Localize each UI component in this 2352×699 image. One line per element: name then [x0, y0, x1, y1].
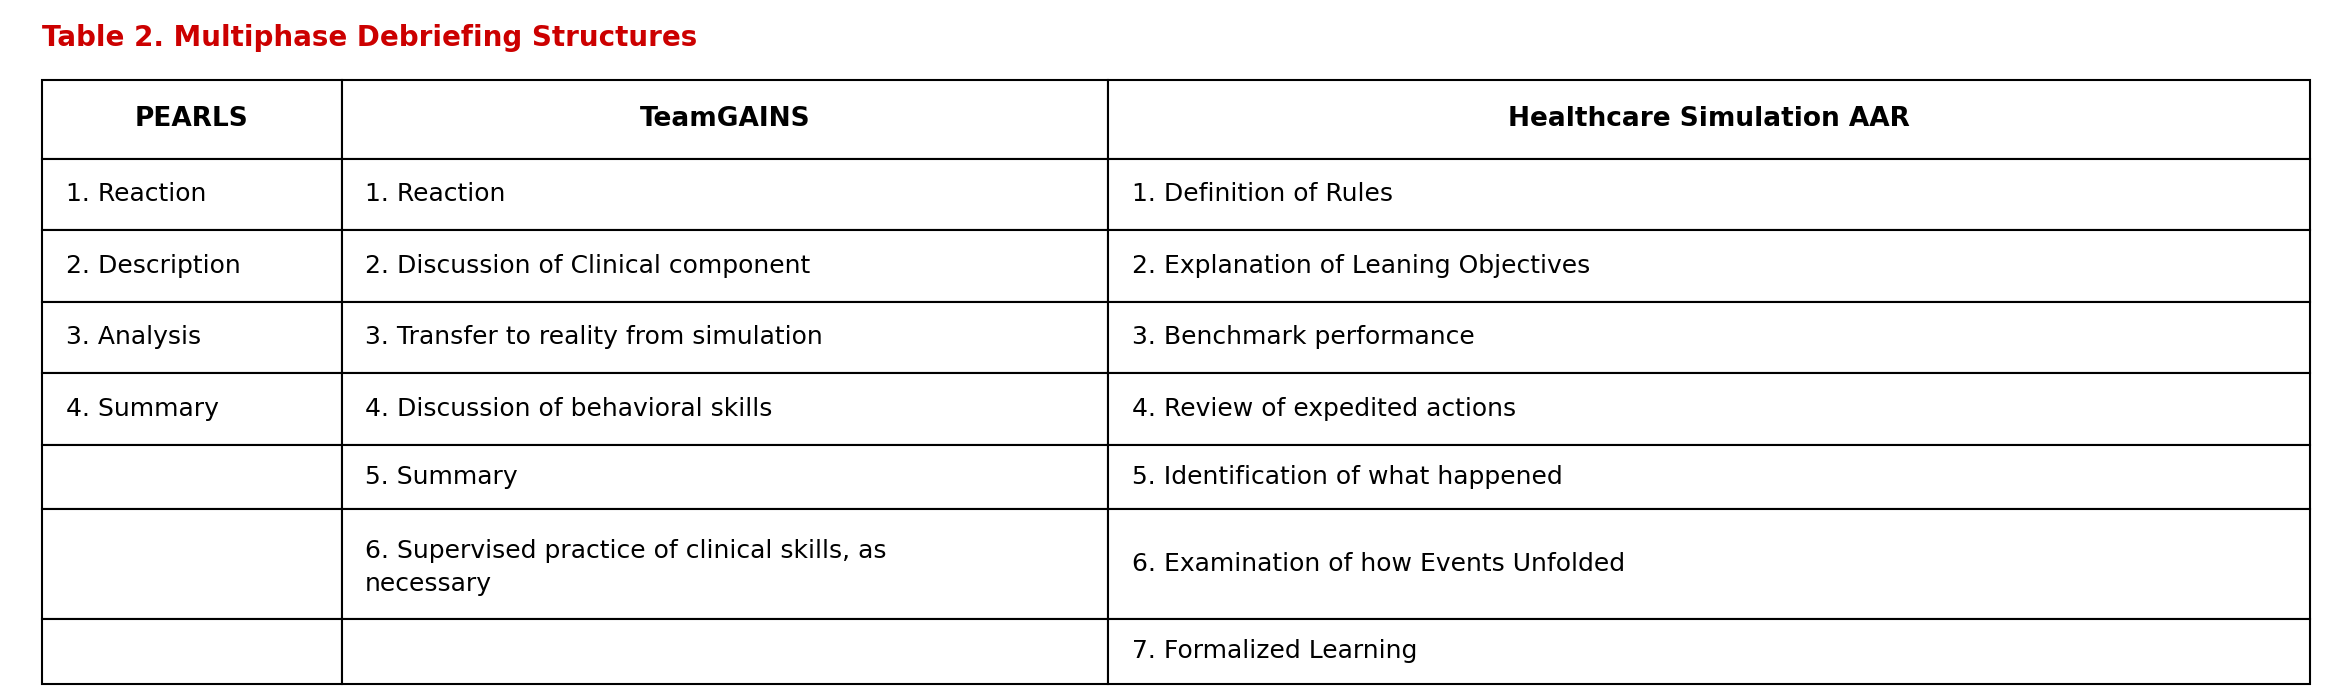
Text: 4. Discussion of behavioral skills: 4. Discussion of behavioral skills — [365, 397, 771, 421]
Text: 1. Reaction: 1. Reaction — [66, 182, 207, 206]
Text: 1. Definition of Rules: 1. Definition of Rules — [1131, 182, 1392, 206]
Text: 4. Summary: 4. Summary — [66, 397, 219, 421]
Text: 3. Analysis: 3. Analysis — [66, 325, 200, 350]
Text: 4. Review of expedited actions: 4. Review of expedited actions — [1131, 397, 1515, 421]
Text: 6. Examination of how Events Unfolded: 6. Examination of how Events Unfolded — [1131, 552, 1625, 576]
Text: 2. Discussion of Clinical component: 2. Discussion of Clinical component — [365, 254, 811, 278]
Text: 2. Explanation of Leaning Objectives: 2. Explanation of Leaning Objectives — [1131, 254, 1590, 278]
Text: 6. Supervised practice of clinical skills, as: 6. Supervised practice of clinical skill… — [365, 539, 887, 563]
Text: PEARLS: PEARLS — [134, 106, 249, 132]
Text: 5. Summary: 5. Summary — [365, 465, 517, 489]
Text: 2. Description: 2. Description — [66, 254, 240, 278]
Text: 5. Identification of what happened: 5. Identification of what happened — [1131, 465, 1562, 489]
Text: 1. Reaction: 1. Reaction — [365, 182, 506, 206]
Text: Healthcare Simulation AAR: Healthcare Simulation AAR — [1508, 106, 1910, 132]
Text: necessary: necessary — [365, 572, 492, 596]
Text: 3. Transfer to reality from simulation: 3. Transfer to reality from simulation — [365, 325, 823, 350]
Text: 3. Benchmark performance: 3. Benchmark performance — [1131, 325, 1475, 350]
Text: TeamGAINS: TeamGAINS — [640, 106, 809, 132]
Text: Table 2. Multiphase Debriefing Structures: Table 2. Multiphase Debriefing Structure… — [42, 24, 699, 52]
Text: 7. Formalized Learning: 7. Formalized Learning — [1131, 639, 1416, 663]
